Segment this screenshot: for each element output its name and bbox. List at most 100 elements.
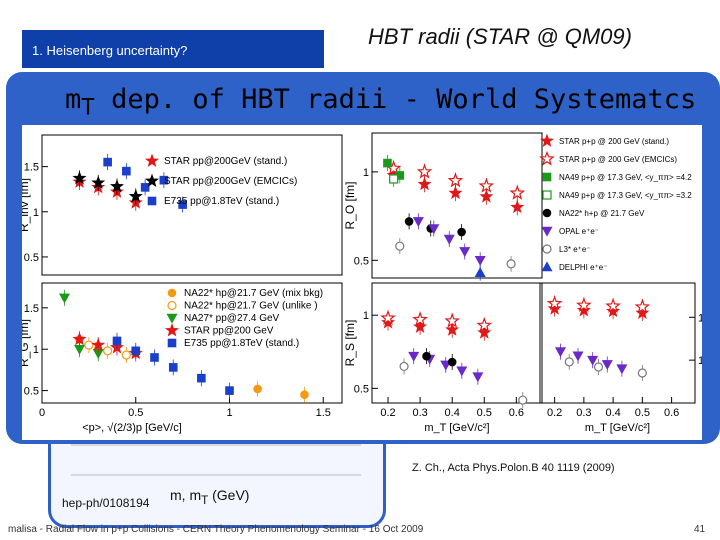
x-tick-label: 0.3 (576, 407, 591, 419)
data-point (91, 337, 106, 352)
legend-marker (166, 313, 178, 324)
section-label: 1. Heisenberg uncertainty? (32, 43, 188, 58)
data-point (510, 199, 525, 214)
headline-sub: T (81, 94, 95, 121)
legend-marker (167, 338, 177, 348)
legend-entry: L3* e⁺e⁻ (559, 245, 591, 254)
legend-marker (164, 323, 180, 337)
data-point (637, 368, 647, 378)
data-point (456, 366, 468, 377)
y-tick-label: 0.5 (24, 252, 39, 264)
data-point (122, 166, 131, 176)
x-tick-label: 0 (39, 407, 45, 419)
data-point (121, 350, 131, 360)
data-point (587, 355, 599, 366)
x-tick-label: 0.6 (664, 407, 679, 419)
y-tick-label: 1.5 (698, 312, 702, 324)
hbt-figure: 0.5 1 1.5 R_inv [fm] STAR pp@200GeV (stand.)… (17, 132, 720, 434)
legend-marker (541, 226, 553, 237)
legend-entry: E735 pp@1.8TeV (stand.) (164, 196, 279, 207)
data-point (399, 361, 409, 372)
x-axis-label: m_T [GeV/c²] (585, 422, 650, 434)
legend-marker (539, 133, 555, 148)
data-point (478, 177, 495, 193)
data-point (168, 363, 178, 372)
panel-frame-ro (371, 132, 543, 279)
data-point (474, 267, 486, 277)
data-point (447, 172, 464, 188)
data-point (84, 340, 94, 350)
legend-entry: STAR pp@200GeV (stand.) (164, 156, 287, 167)
legend-marker (144, 153, 160, 168)
data-point (472, 372, 484, 383)
data-point (459, 247, 471, 258)
legend-marker (542, 172, 552, 182)
legend-marker (541, 261, 553, 272)
data-point (518, 395, 528, 405)
y-tick-label: 1.5 (24, 303, 39, 315)
x-tick-label: 0.3 (412, 407, 427, 419)
data-point (412, 311, 428, 327)
data-point (476, 317, 492, 333)
data-point (428, 224, 440, 235)
data-point (457, 227, 466, 237)
footer-text: malisa - Radial Flow in p+p Collisions -… (8, 524, 424, 535)
data-point (412, 217, 424, 228)
data-point (112, 336, 122, 346)
data-point (150, 353, 159, 362)
y-axis-label: R_S [fm] (343, 320, 357, 367)
x-axis-label: <p>, √(2/3)p [GeV/c] (82, 422, 182, 434)
data-point (300, 390, 309, 400)
x-tick-label: 0.5 (128, 407, 143, 419)
x-tick-label: 1 (226, 407, 232, 419)
data-point (593, 362, 604, 372)
y-axis-label: R_O [fm] (343, 181, 357, 229)
x-tick-label: 0.4 (605, 407, 620, 419)
legend-marker (147, 196, 157, 206)
legend-marker (167, 288, 177, 298)
data-point (253, 384, 262, 394)
data-point (109, 179, 125, 193)
data-point (140, 183, 150, 192)
panel-rl: 11.50.20.30.40.50.6R_L [fm]m_T [GeV/c²] (539, 282, 720, 434)
legend-entry: STAR pp@200GeV (EMCICs) (164, 176, 297, 187)
data-point (159, 175, 169, 185)
legend-entry: STAR p+p @ 200 GeV (stand.) (559, 137, 669, 146)
section-label-box: 1. Heisenberg uncertainty? (22, 30, 324, 68)
panel-frame-rg (41, 282, 343, 404)
x-tick-label: 0.2 (380, 407, 395, 419)
x-tick-label: 0.5 (635, 407, 650, 419)
panel-frame-rl (539, 282, 696, 404)
data-point (445, 322, 460, 336)
citation: Z. Ch., Acta Phys.Polon.B 40 1119 (2009) (412, 462, 615, 474)
x-tick-label: 0.6 (509, 407, 524, 419)
x-tick-label: 0.5 (477, 407, 492, 419)
page-number: 41 (694, 524, 706, 535)
data-point (91, 175, 106, 189)
legend-marker (542, 244, 552, 254)
data-point (417, 176, 432, 191)
data-point (447, 357, 457, 367)
y-axis-label: R_inv [fm] (22, 178, 31, 232)
y-tick-label: 0.5 (354, 255, 369, 267)
data-point (448, 185, 463, 200)
x-tick-label: 0.4 (445, 407, 460, 419)
data-point (601, 360, 613, 371)
legend-entry: NA49 p+p @ 17.3 GeV, <y_ππ> =3.2 (559, 191, 692, 200)
y-tick-label: 1 (363, 167, 369, 179)
x-tick-label: 0.2 (547, 407, 562, 419)
background-plot (71, 444, 361, 476)
data-point (103, 157, 112, 167)
data-point (564, 357, 574, 367)
data-point (443, 234, 455, 245)
data-point (225, 386, 234, 395)
data-point (634, 298, 651, 314)
data-point (616, 364, 628, 375)
data-point (408, 351, 420, 362)
panel-headline: mT dep. of HBT radii - World Systematcs (65, 84, 696, 120)
panel-frame-rs (371, 282, 543, 404)
y-tick-label: 1.5 (24, 162, 39, 174)
headline-rest: dep. of HBT radii - World Systematcs (94, 84, 697, 115)
legend-marker (167, 300, 177, 311)
y-tick-label: 1 (33, 207, 39, 219)
